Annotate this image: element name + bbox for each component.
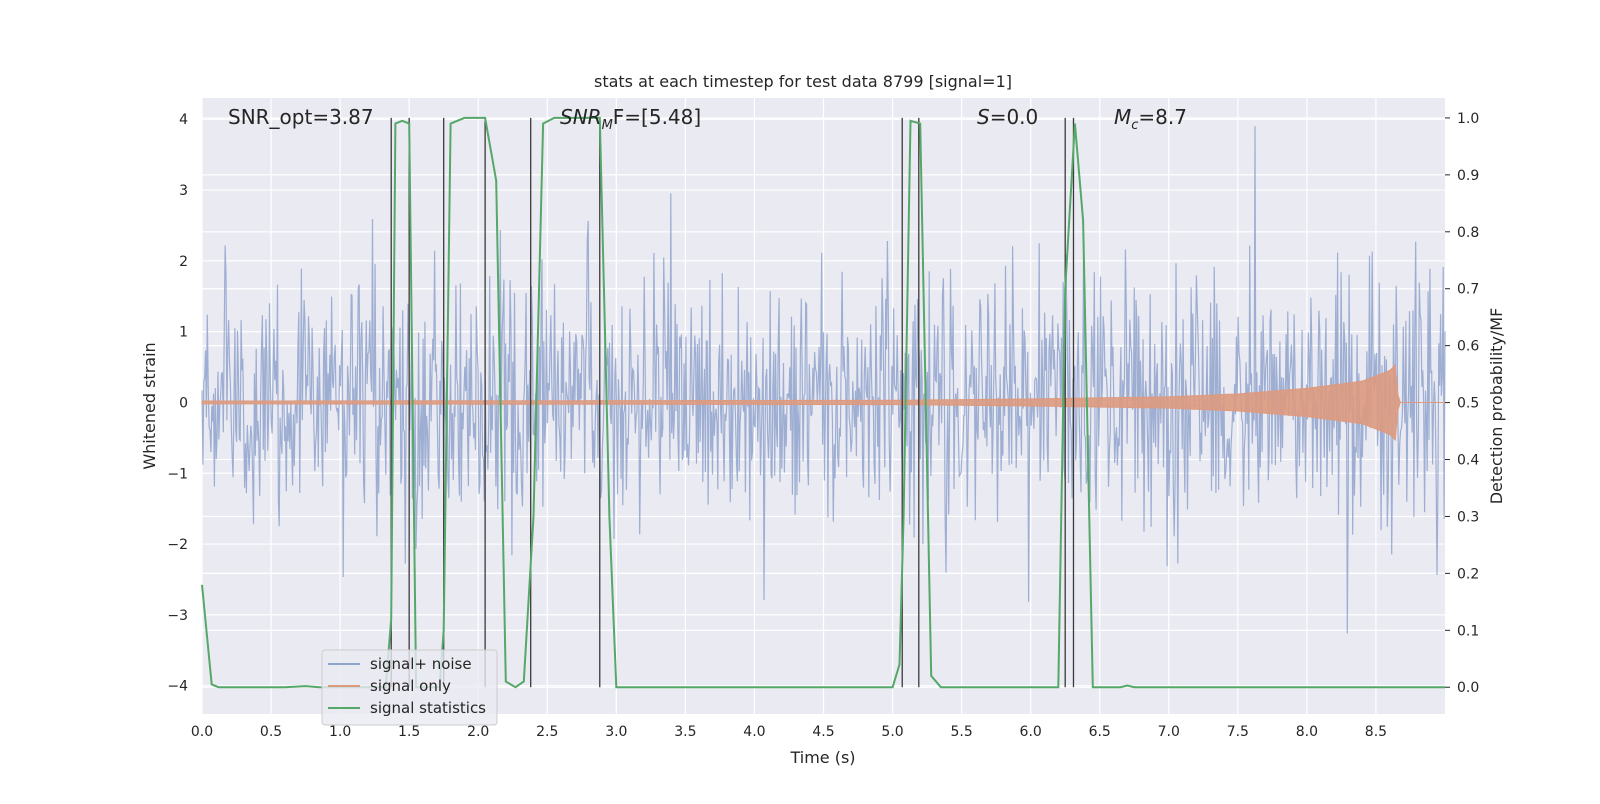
y2-tick-label: 0.3 bbox=[1457, 509, 1479, 525]
y2-tick-label: 0.6 bbox=[1457, 339, 1479, 355]
legend-label-signal-statistics: signal statistics bbox=[370, 699, 486, 717]
legend-label-signal-noise: signal+ noise bbox=[370, 655, 472, 673]
x-tick-label: 2.0 bbox=[467, 724, 489, 740]
y-tick-label: −3 bbox=[167, 608, 188, 624]
chart-title: stats at each timestep for test data 879… bbox=[594, 72, 1012, 91]
x-tick-label: 5.0 bbox=[881, 724, 903, 740]
x-axis-label: Time (s) bbox=[789, 748, 855, 767]
series-area-signal-only bbox=[201, 363, 1445, 442]
x-tick-label: 8.5 bbox=[1365, 724, 1387, 740]
legend-box bbox=[321, 649, 498, 726]
x-tick-label: 7.5 bbox=[1227, 724, 1249, 740]
x-tick-label: 0.5 bbox=[260, 724, 282, 740]
y2-tick-label: 1.0 bbox=[1457, 111, 1479, 127]
y-axis-label: Whitened strain bbox=[140, 342, 159, 469]
y-tick-label: −2 bbox=[167, 537, 188, 553]
x-tick-label: 3.5 bbox=[674, 724, 696, 740]
annotation-mc: Mc=8.7 bbox=[1114, 105, 1187, 133]
y2-tick-label: 0.0 bbox=[1457, 680, 1479, 696]
legend: signal+ noise signal only signal statist… bbox=[321, 649, 498, 726]
x-tick-label: 0.0 bbox=[191, 724, 213, 740]
x-tick-label: 7.0 bbox=[1158, 724, 1180, 740]
x-tick-label: 4.0 bbox=[743, 724, 765, 740]
y2-tick-label: 0.7 bbox=[1457, 282, 1479, 298]
x-tick-label: 2.5 bbox=[536, 724, 558, 740]
x-tick-label: 3.0 bbox=[605, 724, 627, 740]
x-tick-labels: 0.0 0.5 1.0 1.5 2.0 2.5 3.0 3.5 4.0 4.5 5.0 5.5 6.0 6… bbox=[191, 724, 1387, 740]
y2-tick-label: 0.2 bbox=[1457, 566, 1479, 582]
legend-label-signal-only: signal only bbox=[370, 677, 451, 695]
y-tick-label: −4 bbox=[167, 679, 188, 695]
vertical-markers bbox=[390, 117, 1075, 688]
x-tick-label: 5.5 bbox=[950, 724, 972, 740]
y2-tick-label: 0.5 bbox=[1457, 396, 1479, 412]
annotation-snr-opt: SNR_opt=3.87 bbox=[228, 105, 374, 129]
y-tick-label: 3 bbox=[179, 183, 188, 199]
x-tick-label: 8.0 bbox=[1296, 724, 1318, 740]
series-signal-only bbox=[201, 363, 1445, 442]
y2-tick-label: 0.9 bbox=[1457, 168, 1479, 184]
y2-tick-labels: 0.0 0.1 0.2 0.3 0.4 0.5 0.6 0.7 0.8 0.9 1.0 bbox=[1445, 111, 1479, 696]
y2-tick-label: 0.8 bbox=[1457, 225, 1479, 241]
y2-axis-label: Detection probability/MF bbox=[1487, 308, 1506, 505]
x-tick-label: 6.5 bbox=[1089, 724, 1111, 740]
series-line-signal-statistics bbox=[201, 116, 1445, 689]
y-tick-label: 2 bbox=[179, 254, 188, 270]
y-tick-label: 0 bbox=[179, 395, 188, 411]
y2-tick-label: 0.4 bbox=[1457, 453, 1479, 469]
annotation-snr-mf: SNRMF=[5.48] bbox=[560, 105, 701, 133]
y-tick-label: −1 bbox=[167, 466, 188, 482]
annotation-s: S=0.0 bbox=[977, 105, 1038, 129]
y-tick-labels: −4 −3 −2 −1 0 1 2 3 4 bbox=[167, 112, 188, 694]
x-tick-label: 1.0 bbox=[329, 724, 351, 740]
y2-tick-label: 0.1 bbox=[1457, 623, 1479, 639]
series-signal-statistics bbox=[201, 116, 1445, 689]
y-tick-label: 4 bbox=[179, 112, 188, 128]
y-tick-label: 1 bbox=[179, 325, 188, 341]
x-tick-label: 4.5 bbox=[812, 724, 834, 740]
x-tick-label: 1.5 bbox=[398, 724, 420, 740]
x-tick-label: 6.0 bbox=[1020, 724, 1042, 740]
